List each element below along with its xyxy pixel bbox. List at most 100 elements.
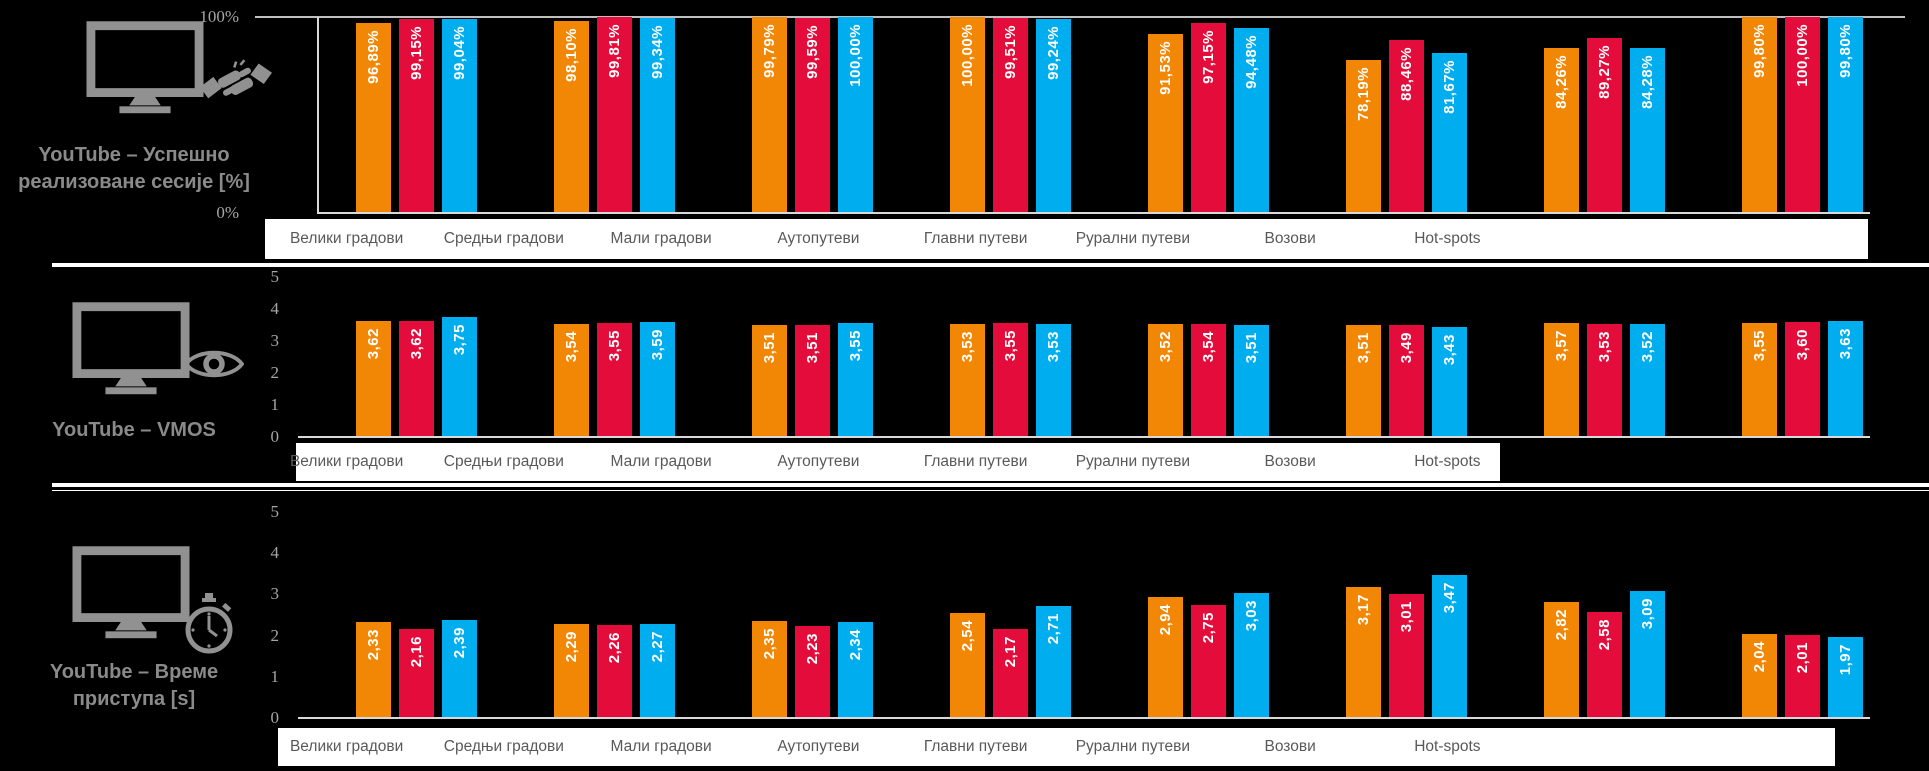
y-tick-label: 3 [270, 584, 280, 604]
bar-red: 99,51% [992, 17, 1028, 213]
bar-value-label: 3,55 [1750, 330, 1768, 362]
bar-value-label: 2,26 [605, 631, 623, 664]
panel-title-line: реализоване сесије [%] [18, 171, 250, 193]
bar-value-label: 3,54 [562, 330, 580, 362]
bar-blue: 99,24% [1035, 18, 1071, 213]
bar-value-label: 2,34 [846, 628, 864, 660]
panel-title-line: YouTube – Успешно [38, 144, 230, 166]
bar-value-label: 3,52 [1156, 331, 1174, 363]
bar-value-label: 100,00% [1793, 24, 1811, 87]
bar-orange: 98,10% [553, 20, 589, 213]
monitor-icon [72, 302, 190, 395]
bar-red: 2,26 [596, 624, 632, 718]
bar-orange: 3,54 [553, 323, 589, 437]
bar-blue: 3,09 [1629, 590, 1665, 718]
panel-title-line: YouTube – Време [49, 661, 219, 683]
y-tick-label: 100% [199, 7, 239, 26]
category-labels: Велики градови Средњи градови Мали градови… [268, 728, 1526, 766]
bar-orange: 2,33 [355, 622, 391, 718]
bar-orange: 3,51 [751, 324, 787, 437]
bar-value-label: 99,81% [605, 24, 623, 79]
bar-red: 2,58 [1586, 611, 1622, 718]
bar-blue: 100,00% [837, 17, 873, 213]
bar-orange: 3,55 [1741, 323, 1777, 437]
bar-group: 91,53% 97,15% 94,48% [1109, 17, 1307, 213]
bar-orange: 99,80% [1741, 17, 1777, 213]
bar-value-label: 91,53% [1156, 40, 1174, 95]
bar-group: 78,19% 88,46% 81,67% [1307, 17, 1505, 213]
bar-red: 99,81% [596, 17, 632, 213]
bar-group: 3,54 3,55 3,59 [515, 277, 713, 437]
y-tick-label: 4 [270, 299, 280, 318]
bar-plot: 2,33 2,16 2,39 2,29 2,26 2,27 2,35 2,23 2,34 2,54… [317, 512, 1901, 718]
bar-orange: 3,51 [1345, 324, 1381, 437]
y-axis-line [317, 17, 319, 213]
bar-value-label: 2,17 [1001, 635, 1019, 667]
bar-value-label: 3,51 [803, 331, 821, 363]
bar-group: 3,52 3,54 3,51 [1109, 277, 1307, 437]
bar-group: 100,00% 99,51% 99,24% [911, 17, 1109, 213]
bar-group: 2,94 2,75 3,03 [1109, 512, 1307, 718]
bar-value-label: 94,48% [1242, 34, 1260, 89]
monitor-icon [86, 21, 204, 114]
category-labels: Велики градови Средњи градови Мали градови… [268, 219, 1526, 259]
bar-value-label: 1,97 [1836, 643, 1854, 676]
bar-red: 3,60 [1784, 321, 1820, 437]
y-tick-label: 4 [270, 543, 280, 563]
bar-value-label: 3,55 [605, 330, 623, 362]
category-label: Велики градови [289, 738, 404, 755]
bar-blue: 2,71 [1035, 606, 1071, 718]
bar-red: 3,62 [398, 321, 434, 437]
bar-orange: 2,94 [1147, 596, 1183, 718]
panel-title-line: YouTube – VMOS [52, 419, 216, 441]
panel-separator [52, 263, 1929, 267]
bar-value-label: 100,00% [846, 24, 864, 87]
bar-blue: 3,43 [1431, 327, 1467, 437]
bar-value-label: 2,33 [364, 629, 382, 661]
bar-value-label: 3,51 [1354, 331, 1372, 363]
category-label: Средњи градови [443, 453, 564, 470]
eye-icon [184, 350, 244, 378]
y-axis: 5 4 3 2 1 0 [0, 267, 285, 487]
bar-value-label: 3,03 [1242, 600, 1260, 632]
bar-orange: 2,54 [949, 613, 985, 718]
y-tick-label: 5 [270, 502, 280, 521]
category-label: Рурални путеви [1075, 230, 1191, 247]
bar-group: 84,26% 89,27% 84,28% [1505, 17, 1703, 213]
y-axis: 5 4 3 2 1 0 [0, 487, 285, 771]
bar-blue: 84,28% [1629, 47, 1665, 213]
y-tick-label: 2 [270, 363, 280, 382]
bar-orange: 2,82 [1543, 601, 1579, 718]
bar-value-label: 3,54 [1199, 330, 1217, 362]
category-label: Мали градови [610, 453, 712, 470]
bar-value-label: 3,53 [1044, 331, 1062, 363]
bar-red: 3,49 [1388, 325, 1424, 437]
bar-value-label: 3,63 [1836, 327, 1854, 360]
category-strip [265, 219, 1868, 259]
bar-value-label: 3,43 [1440, 334, 1458, 366]
bar-group: 2,04 2,01 1,97 [1703, 512, 1901, 718]
bar-value-label: 88,46% [1397, 46, 1415, 101]
bar-blue: 3,03 [1233, 593, 1269, 718]
y-axis: 100% 0% [0, 0, 245, 267]
bar-red: 88,46% [1388, 39, 1424, 213]
gridline-100 [255, 16, 1905, 18]
bar-blue: 99,04% [441, 18, 477, 213]
bar-blue: 81,67% [1431, 52, 1467, 213]
panel-separator [52, 483, 1929, 487]
y-tick-label: 1 [270, 666, 280, 686]
bar-blue: 3,59 [639, 322, 675, 437]
bar-orange: 3,17 [1345, 587, 1381, 718]
category-label: Мали градови [610, 230, 712, 247]
bar-value-label: 98,10% [562, 27, 580, 82]
category-label: Главни путеви [923, 453, 1028, 470]
bar-value-label: 3,53 [1595, 331, 1613, 363]
bar-value-label: 3,09 [1638, 597, 1656, 629]
category-label: Hot-spots [1414, 738, 1481, 755]
bar-red: 3,55 [992, 323, 1028, 437]
category-label: Рурални путеви [1075, 453, 1191, 470]
bar-value-label: 2,39 [450, 626, 468, 658]
bar-group: 3,51 3,49 3,43 [1307, 277, 1505, 437]
bar-group: 2,29 2,26 2,27 [515, 512, 713, 718]
